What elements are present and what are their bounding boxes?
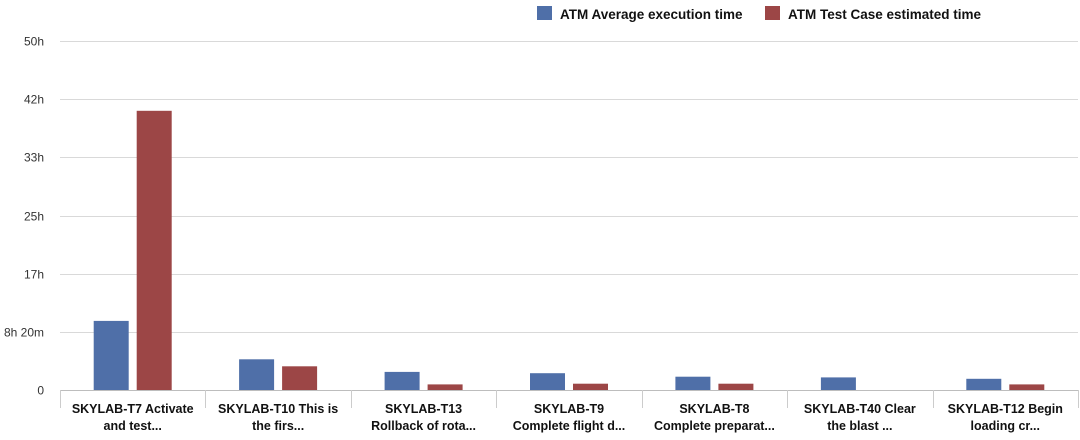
legend-label: ATM Test Case estimated time xyxy=(788,7,982,22)
x-category-label: SKYLAB-T10 This is the firs... xyxy=(218,402,338,433)
y-tick-label: 25h xyxy=(24,210,44,224)
legend-swatch xyxy=(537,6,552,20)
bar-estimated-1[interactable] xyxy=(136,110,172,391)
bar-estimated-7[interactable] xyxy=(1009,384,1045,390)
x-category-label: SKYLAB-T13 Rollback of rota... xyxy=(371,402,476,433)
x-category-label: SKYLAB-T12 Begin loading cr... xyxy=(948,402,1063,433)
y-tick-label: 33h xyxy=(24,151,44,165)
bar-average-execution-2[interactable] xyxy=(239,359,275,390)
bars xyxy=(93,110,1045,391)
legend-label: ATM Average execution time xyxy=(560,7,743,22)
legend-item-estimated[interactable]: ATM Test Case estimated time xyxy=(765,6,982,22)
bar-estimated-2[interactable] xyxy=(282,366,318,390)
gridlines xyxy=(60,41,1078,333)
bar-estimated-5[interactable] xyxy=(718,383,754,390)
bar-average-execution-7[interactable] xyxy=(966,378,1002,390)
y-tick-label: 50h xyxy=(24,35,44,49)
axes: 0 8h 20m 17h 25h 33h 42h 50h SKYLAB-T7 Activate… xyxy=(4,35,1079,433)
y-tick-label: 42h xyxy=(24,93,44,107)
x-category-label: SKYLAB-T7 Activate and test... xyxy=(72,402,194,433)
bar-estimated-3[interactable] xyxy=(427,384,463,390)
legend-swatch xyxy=(765,6,780,20)
y-tick-label: 17h xyxy=(24,268,44,282)
y-tick-label: 0 xyxy=(37,384,44,398)
x-category-label: SKYLAB-T9 Complete flight d... xyxy=(513,402,626,433)
bar-average-execution-3[interactable] xyxy=(384,371,420,390)
x-category-label: SKYLAB-T40 Clear the blast ... xyxy=(804,402,916,433)
bar-estimated-4[interactable] xyxy=(573,383,608,390)
bar-average-execution-6[interactable] xyxy=(820,377,856,390)
legend: ATM Average execution time ATM Test Case … xyxy=(537,6,982,22)
legend-item-average-execution[interactable]: ATM Average execution time xyxy=(537,6,743,22)
bar-average-execution-1[interactable] xyxy=(93,320,129,390)
y-tick-label: 8h 20m xyxy=(4,326,44,340)
bar-average-execution-4[interactable] xyxy=(530,373,565,390)
x-category-label: SKYLAB-T8 Complete preparat... xyxy=(654,402,775,433)
bar-average-execution-5[interactable] xyxy=(675,376,711,390)
